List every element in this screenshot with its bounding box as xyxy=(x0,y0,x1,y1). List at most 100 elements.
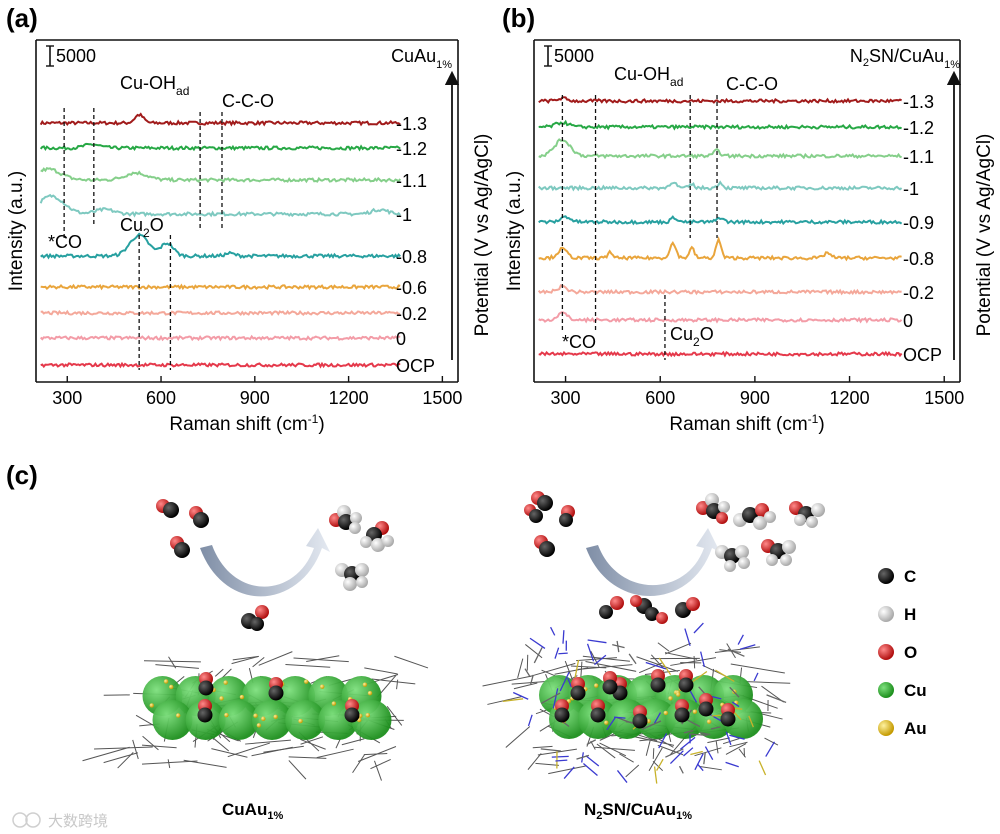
potential-label: -0.6 xyxy=(396,278,427,298)
mesh-strand xyxy=(94,746,153,750)
ligand-strand xyxy=(574,659,580,679)
spectrum-line--0.6 xyxy=(40,283,401,291)
mesh-strand xyxy=(652,760,664,772)
mesh-strand xyxy=(167,759,171,769)
potential-label: -1.2 xyxy=(396,139,427,159)
co-molecule xyxy=(189,506,209,528)
mesh-strand xyxy=(698,765,722,771)
ethanol-molecule xyxy=(789,501,825,528)
au-dot xyxy=(692,709,698,714)
x-tick-label: 300 xyxy=(52,388,82,408)
au-dot xyxy=(706,719,712,724)
y-axis-label-potential: Potential (V vs Ag/AgCl) xyxy=(974,134,995,337)
peak-annotation: C-C-O xyxy=(222,91,274,111)
ligand-strand xyxy=(502,698,524,703)
ligand-strand xyxy=(692,670,708,683)
mesh-strand xyxy=(371,678,416,685)
n2sn-cuau-illustration xyxy=(482,491,825,784)
cu-sphere xyxy=(351,700,392,740)
ligand-strand xyxy=(656,758,664,771)
legend-atom-icon-C xyxy=(878,568,894,584)
mesh-strand xyxy=(725,743,747,755)
mesh-strand xyxy=(251,746,293,757)
mesh-strand xyxy=(657,744,684,756)
co-molecule xyxy=(531,491,553,511)
spectrum-line-0 xyxy=(538,311,903,324)
mesh-strand xyxy=(396,679,399,690)
mesh-strand xyxy=(517,658,524,678)
mesh-strand xyxy=(535,762,559,766)
mesh-strand xyxy=(650,654,665,669)
y-axis-label-potential: Potential (V vs Ag/AgCl) xyxy=(472,134,493,337)
mesh-strand xyxy=(639,662,663,674)
x-tick-label: 600 xyxy=(645,388,675,408)
legend-label-Cu: Cu xyxy=(904,681,927,700)
ligand-strand xyxy=(540,692,561,705)
mesh-strand xyxy=(252,656,265,668)
mesh-strand xyxy=(352,754,366,774)
adsorbate-carbon xyxy=(344,707,360,723)
mesh-strand xyxy=(482,675,533,687)
mesh-strand xyxy=(300,736,324,745)
adsorbate-carbon xyxy=(197,707,213,723)
cu-sphere xyxy=(218,700,259,740)
adsorbate-carbon xyxy=(674,707,690,723)
spectrum-line--0.8 xyxy=(538,236,902,262)
caption-n2sn-cuau: N2SN/CuAu1% xyxy=(584,800,692,822)
y-axis-label-intensity: Intensity (a.u.) xyxy=(504,171,525,291)
mesh-strand xyxy=(577,664,633,670)
ligand-strand xyxy=(689,733,708,737)
ligand-strand xyxy=(555,759,568,762)
sample-label: CuAu1% xyxy=(391,46,452,71)
ligand-strand xyxy=(669,750,684,765)
watermark-text: 大数跨境 xyxy=(48,812,108,830)
ligand-strand xyxy=(653,766,658,784)
mesh-strand xyxy=(141,760,198,765)
ethylene-molecule xyxy=(715,545,750,572)
mesh-strand xyxy=(288,756,327,759)
co-adsorbate xyxy=(241,605,269,631)
potential-label: -0.2 xyxy=(396,304,427,324)
ligand-strand xyxy=(658,657,672,676)
ligand-strand xyxy=(527,714,533,727)
ethanol-molecule xyxy=(733,503,776,530)
mesh-strand xyxy=(505,726,531,748)
ligand-strand xyxy=(562,630,565,644)
mesh-strand xyxy=(599,742,627,757)
spectrum-line--1 xyxy=(537,180,903,192)
ligand-strand xyxy=(739,644,756,650)
potential-label: -1 xyxy=(396,205,412,225)
ligand-strand xyxy=(698,686,706,695)
ligand-strand xyxy=(680,736,696,750)
peak-annotation: *CO xyxy=(562,332,596,352)
au-dot xyxy=(320,684,325,689)
mesh-strand xyxy=(306,655,340,662)
co-adsorbate xyxy=(599,595,700,624)
mesh-strand xyxy=(211,748,248,758)
mesh-strand xyxy=(670,657,717,666)
adsorbate-carbon xyxy=(570,685,586,701)
ligand-strand xyxy=(585,755,600,767)
x-tick-label: 900 xyxy=(740,388,770,408)
mesh-strand xyxy=(532,745,553,749)
ligand-strand xyxy=(748,715,754,728)
au-dot xyxy=(604,720,609,725)
ligand-strand xyxy=(614,716,626,719)
au-dot xyxy=(163,679,169,684)
au-dot xyxy=(303,679,309,684)
mesh-strand xyxy=(155,664,199,669)
adsorbate-carbon xyxy=(678,677,694,693)
ligand-strand xyxy=(552,688,559,709)
au-dot xyxy=(175,713,181,718)
panel-c-label: (c) xyxy=(6,460,38,490)
x-tick-label: 600 xyxy=(146,388,176,408)
ligand-strand xyxy=(586,643,595,662)
ligand-strand xyxy=(703,752,706,765)
potential-label: OCP xyxy=(396,356,435,376)
mesh-strand xyxy=(657,642,670,652)
potential-label: -0.9 xyxy=(903,213,934,233)
au-dot xyxy=(256,723,262,728)
cu-sphere xyxy=(285,700,326,740)
mesh-strand xyxy=(525,644,543,659)
au-dot xyxy=(239,694,245,700)
